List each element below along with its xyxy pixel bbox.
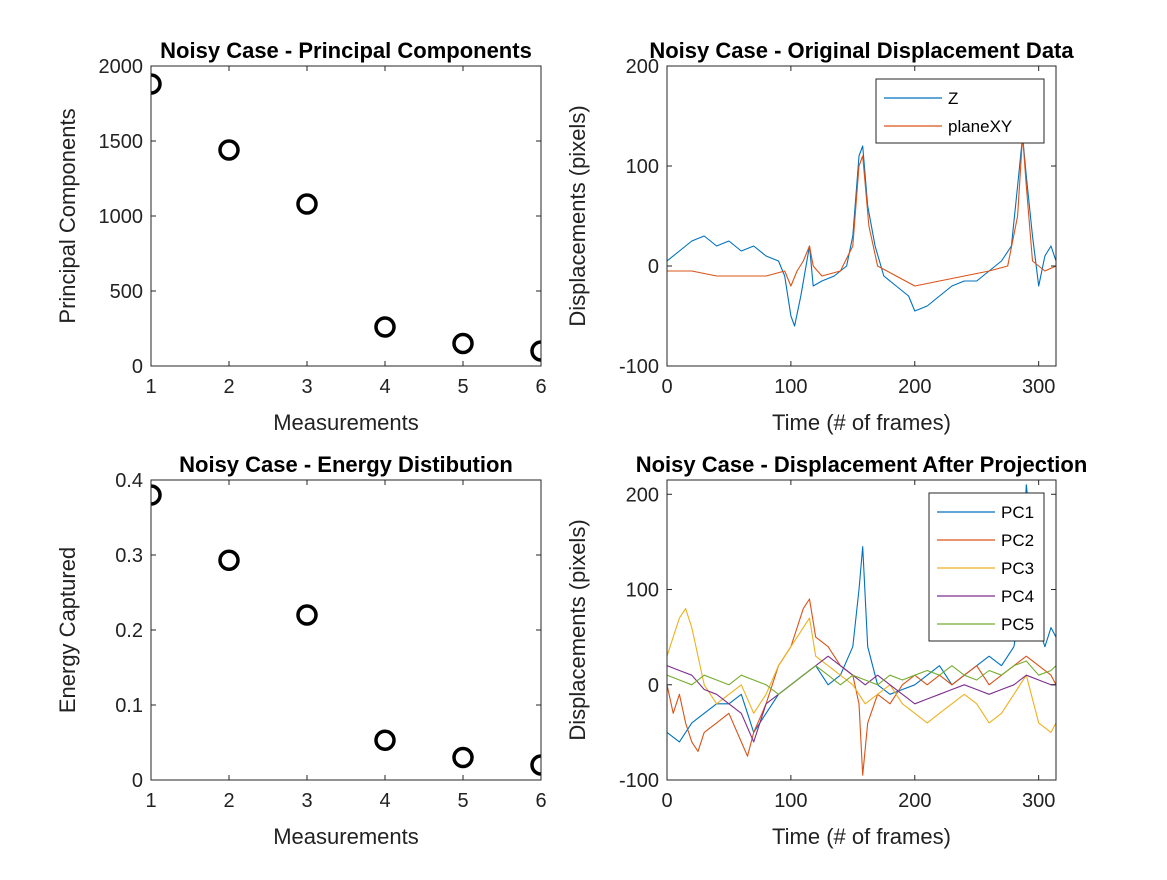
x-tick-label: 5: [457, 790, 468, 812]
series-line-pc5: [667, 660, 1056, 695]
y-tick-label: 100: [626, 156, 659, 178]
x-tick-label: 100: [774, 790, 807, 812]
y-tick-label: 1000: [99, 206, 144, 228]
data-point: [530, 754, 541, 776]
y-tick-label: -100: [619, 770, 659, 792]
plot-data: [151, 484, 541, 776]
legend-label: PC2: [1001, 531, 1034, 550]
y-tick-label: 200: [626, 56, 659, 78]
axes-box: [666, 65, 1057, 367]
x-tick-label: 3: [301, 376, 312, 398]
data-point: [296, 193, 318, 215]
series-line-pc4: [667, 655, 1056, 743]
x-tick-label: 1: [145, 790, 156, 812]
data-point: [452, 746, 474, 769]
x-tick-label: 3: [301, 790, 312, 812]
legend-label: PC5: [1001, 615, 1034, 634]
series-line-pc3: [667, 608, 1056, 733]
y-axis-label: Displacements (pixels): [565, 519, 590, 740]
x-tick-label: 5: [457, 376, 468, 398]
plot-data: [151, 73, 541, 362]
axes-box: [666, 479, 1057, 781]
plot-data: [667, 484, 1056, 776]
data-point: [151, 484, 162, 506]
data-point: [374, 316, 396, 338]
x-axis-label: Time (# of frames): [772, 824, 951, 849]
data-point: [452, 332, 474, 355]
legend-label: Z: [948, 89, 958, 108]
y-tick-label: 0.1: [115, 695, 143, 717]
axes-box: [150, 65, 542, 367]
y-tick-label: 2000: [99, 56, 144, 78]
y-axis-label: Displacements (pixels): [565, 105, 590, 326]
x-tick-label: 200: [898, 790, 931, 812]
y-axis-label: Energy Captured: [55, 547, 80, 713]
chart-energy: Noisy Case - Energy Distibution 1 2 3 4 5 6 0 0.…: [55, 452, 547, 849]
legend-label: PC3: [1001, 559, 1034, 578]
legend-box: [928, 492, 1045, 642]
chart-pc: Noisy Case - Principal Components 1 2 3 4 5 6 0…: [55, 38, 547, 435]
y-tick-label: -100: [619, 356, 659, 378]
chart-proj: Noisy Case - Displacement After Projecti…: [565, 452, 1087, 849]
series-line-planexy: [667, 135, 1056, 287]
chart-orig: Noisy Case - Original Displacement Data 0…: [565, 38, 1074, 435]
y-tick-label: 0.2: [115, 620, 143, 642]
x-axis-label: Measurements: [273, 410, 419, 435]
legend-label: PC4: [1001, 587, 1034, 606]
y-tick-label: 0.3: [115, 545, 143, 567]
data-point: [530, 340, 541, 362]
x-axis-label: Time (# of frames): [772, 410, 951, 435]
x-tick-label: 6: [535, 376, 546, 398]
chart-title: Noisy Case - Energy Distibution: [179, 452, 513, 477]
data-point: [218, 549, 240, 571]
y-tick-label: 0: [648, 256, 659, 278]
x-tick-label: 2: [223, 376, 234, 398]
x-tick-label: 1: [145, 376, 156, 398]
x-tick-label: 0: [661, 790, 672, 812]
series-line-z: [667, 135, 1056, 327]
y-tick-label: 200: [626, 484, 659, 506]
legend: PC1 PC2 PC3 PC4 PC5: [928, 492, 1045, 642]
chart-title: Noisy Case - Displacement After Projecti…: [636, 452, 1088, 477]
data-point: [218, 139, 240, 161]
x-tick-label: 6: [535, 790, 546, 812]
chart-title: Noisy Case - Original Displacement Data: [649, 38, 1074, 63]
x-tick-label: 300: [1022, 376, 1055, 398]
chart-title: Noisy Case - Principal Components: [160, 38, 532, 63]
data-point: [151, 73, 162, 95]
y-tick-label: 0: [648, 675, 659, 697]
y-tick-label: 1500: [99, 131, 144, 153]
data-point: [296, 604, 318, 626]
y-axis-label: Principal Components: [55, 108, 80, 323]
plot-data: [667, 135, 1056, 327]
y-tick-label: 0.4: [115, 470, 143, 492]
x-tick-label: 4: [379, 376, 390, 398]
y-tick-label: 0: [132, 356, 143, 378]
legend-label: planeXY: [948, 117, 1012, 136]
axes-box: [150, 479, 542, 781]
x-tick-label: 200: [898, 376, 931, 398]
data-point: [374, 729, 396, 751]
y-tick-label: 0: [132, 770, 143, 792]
legend-box: [875, 78, 1045, 144]
x-tick-label: 300: [1022, 790, 1055, 812]
y-tick-label: 500: [110, 281, 143, 303]
legend-label: PC1: [1001, 503, 1034, 522]
x-tick-label: 100: [774, 376, 807, 398]
y-tick-label: 100: [626, 580, 659, 602]
x-tick-label: 2: [223, 790, 234, 812]
x-axis-label: Measurements: [273, 824, 419, 849]
x-tick-label: 0: [661, 376, 672, 398]
x-tick-label: 4: [379, 790, 390, 812]
